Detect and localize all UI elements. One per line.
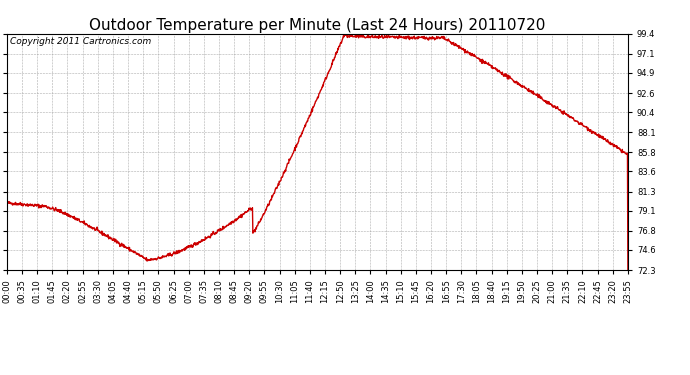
- Title: Outdoor Temperature per Minute (Last 24 Hours) 20110720: Outdoor Temperature per Minute (Last 24 …: [89, 18, 546, 33]
- Text: Copyright 2011 Cartronics.com: Copyright 2011 Cartronics.com: [10, 37, 151, 46]
